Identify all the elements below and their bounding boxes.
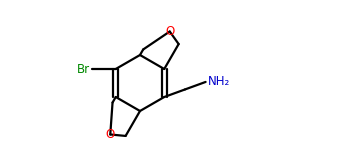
Text: O: O [105, 128, 115, 141]
Text: O: O [165, 25, 174, 38]
Text: Br: Br [77, 63, 90, 76]
Text: NH₂: NH₂ [208, 76, 230, 88]
